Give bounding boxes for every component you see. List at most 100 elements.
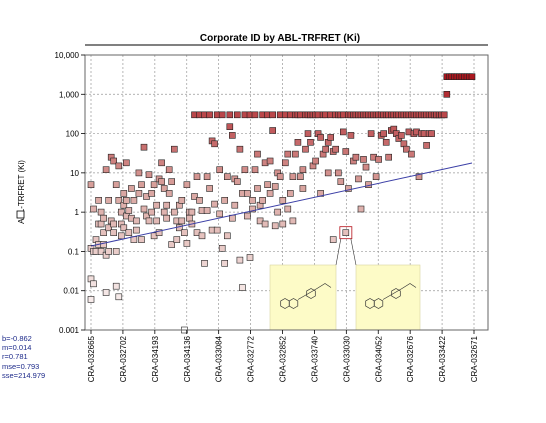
connector-line: [350, 238, 357, 266]
data-point: [289, 217, 297, 225]
connector-line: [335, 238, 342, 266]
stat-sse: sse=214.979: [2, 370, 46, 380]
data-point: [118, 232, 125, 240]
data-point: [304, 130, 312, 137]
data-point: [284, 150, 292, 158]
data-point: [327, 134, 335, 141]
data-point: [264, 181, 271, 188]
data-point: [165, 166, 173, 173]
data-point: [271, 183, 279, 190]
data-point: [216, 210, 223, 218]
x-tick-label: CRA-032665: [87, 335, 96, 382]
data-point: [160, 208, 168, 216]
y-tick-label: 0.1: [68, 247, 80, 256]
data-point: [97, 220, 105, 228]
data-point: [251, 166, 259, 173]
x-tick-label: CRA-032676: [406, 335, 415, 382]
data-point: [90, 205, 97, 213]
data-point: [332, 145, 340, 153]
data-point: [105, 248, 112, 255]
data-point: [203, 173, 211, 180]
data-point: [90, 280, 97, 288]
x-tick-label: CRA-034193: [151, 335, 160, 382]
data-point: [148, 190, 155, 197]
data-point: [317, 134, 324, 141]
data-point: [347, 132, 355, 139]
data-point: [128, 185, 135, 192]
data-point: [312, 157, 319, 165]
data-point: [302, 145, 309, 153]
data-point: [334, 169, 342, 177]
data-point: [150, 181, 158, 188]
x-tick-label: CRA-033422: [438, 335, 447, 382]
data-point: [266, 190, 274, 197]
legend-marker: [16, 210, 25, 219]
data-point: [271, 222, 279, 230]
data-point: [168, 241, 175, 248]
data-point: [140, 143, 148, 151]
data-point: [249, 197, 256, 204]
data-point: [133, 217, 140, 225]
data-point: [224, 173, 231, 180]
data-point: [329, 236, 337, 243]
data-point: [229, 132, 236, 139]
data-point: [120, 224, 128, 232]
data-point: [375, 156, 382, 163]
data-points: [87, 73, 476, 334]
data-point: [112, 248, 120, 255]
data-point: [251, 111, 259, 119]
data-point: [249, 205, 256, 213]
data-point: [100, 214, 107, 222]
data-point: [178, 197, 186, 204]
data-point: [269, 111, 277, 119]
data-point: [279, 197, 287, 204]
data-point: [289, 173, 297, 180]
data-point: [163, 214, 170, 222]
data-point: [423, 142, 430, 149]
x-tick-label: CRA-033084: [215, 335, 224, 382]
data-point: [415, 173, 423, 180]
data-point: [408, 150, 415, 158]
data-point: [428, 130, 435, 137]
data-point: [135, 169, 143, 177]
data-point: [224, 232, 231, 240]
structure-panel-left: [269, 264, 337, 331]
data-point: [168, 178, 175, 185]
data-point: [87, 296, 95, 303]
data-point: [115, 197, 123, 204]
data-point: [193, 173, 201, 180]
data-point: [158, 178, 165, 185]
data-point: [266, 157, 274, 165]
data-point: [226, 123, 234, 130]
data-point: [398, 132, 405, 139]
chart-title: Corporate ID by ABL-TRFRET (Ki): [200, 33, 360, 44]
data-point: [216, 166, 223, 173]
data-point: [112, 181, 120, 188]
data-point: [218, 111, 226, 119]
data-point: [211, 140, 218, 148]
data-point: [158, 159, 165, 167]
x-tick-label: CRA-032852: [279, 335, 288, 382]
data-point: [145, 217, 153, 225]
data-point: [244, 190, 251, 197]
data-point: [259, 197, 266, 204]
data-point: [292, 150, 299, 158]
data-point: [100, 229, 107, 236]
data-point: [254, 185, 261, 192]
stat-b: b=-0.862: [2, 334, 32, 343]
data-point: [120, 190, 128, 197]
data-point: [118, 208, 125, 216]
data-point: [274, 208, 282, 216]
data-point: [307, 139, 314, 146]
data-point: [403, 145, 410, 153]
data-point: [97, 248, 105, 255]
y-tick-label: 1,000: [59, 90, 80, 99]
data-point: [110, 220, 117, 228]
data-point: [218, 245, 226, 252]
data-point: [226, 111, 234, 119]
data-point: [339, 128, 347, 136]
data-point: [125, 229, 133, 236]
data-point: [95, 197, 102, 204]
stat-r: r=0.781: [2, 352, 28, 362]
data-point: [234, 111, 241, 119]
